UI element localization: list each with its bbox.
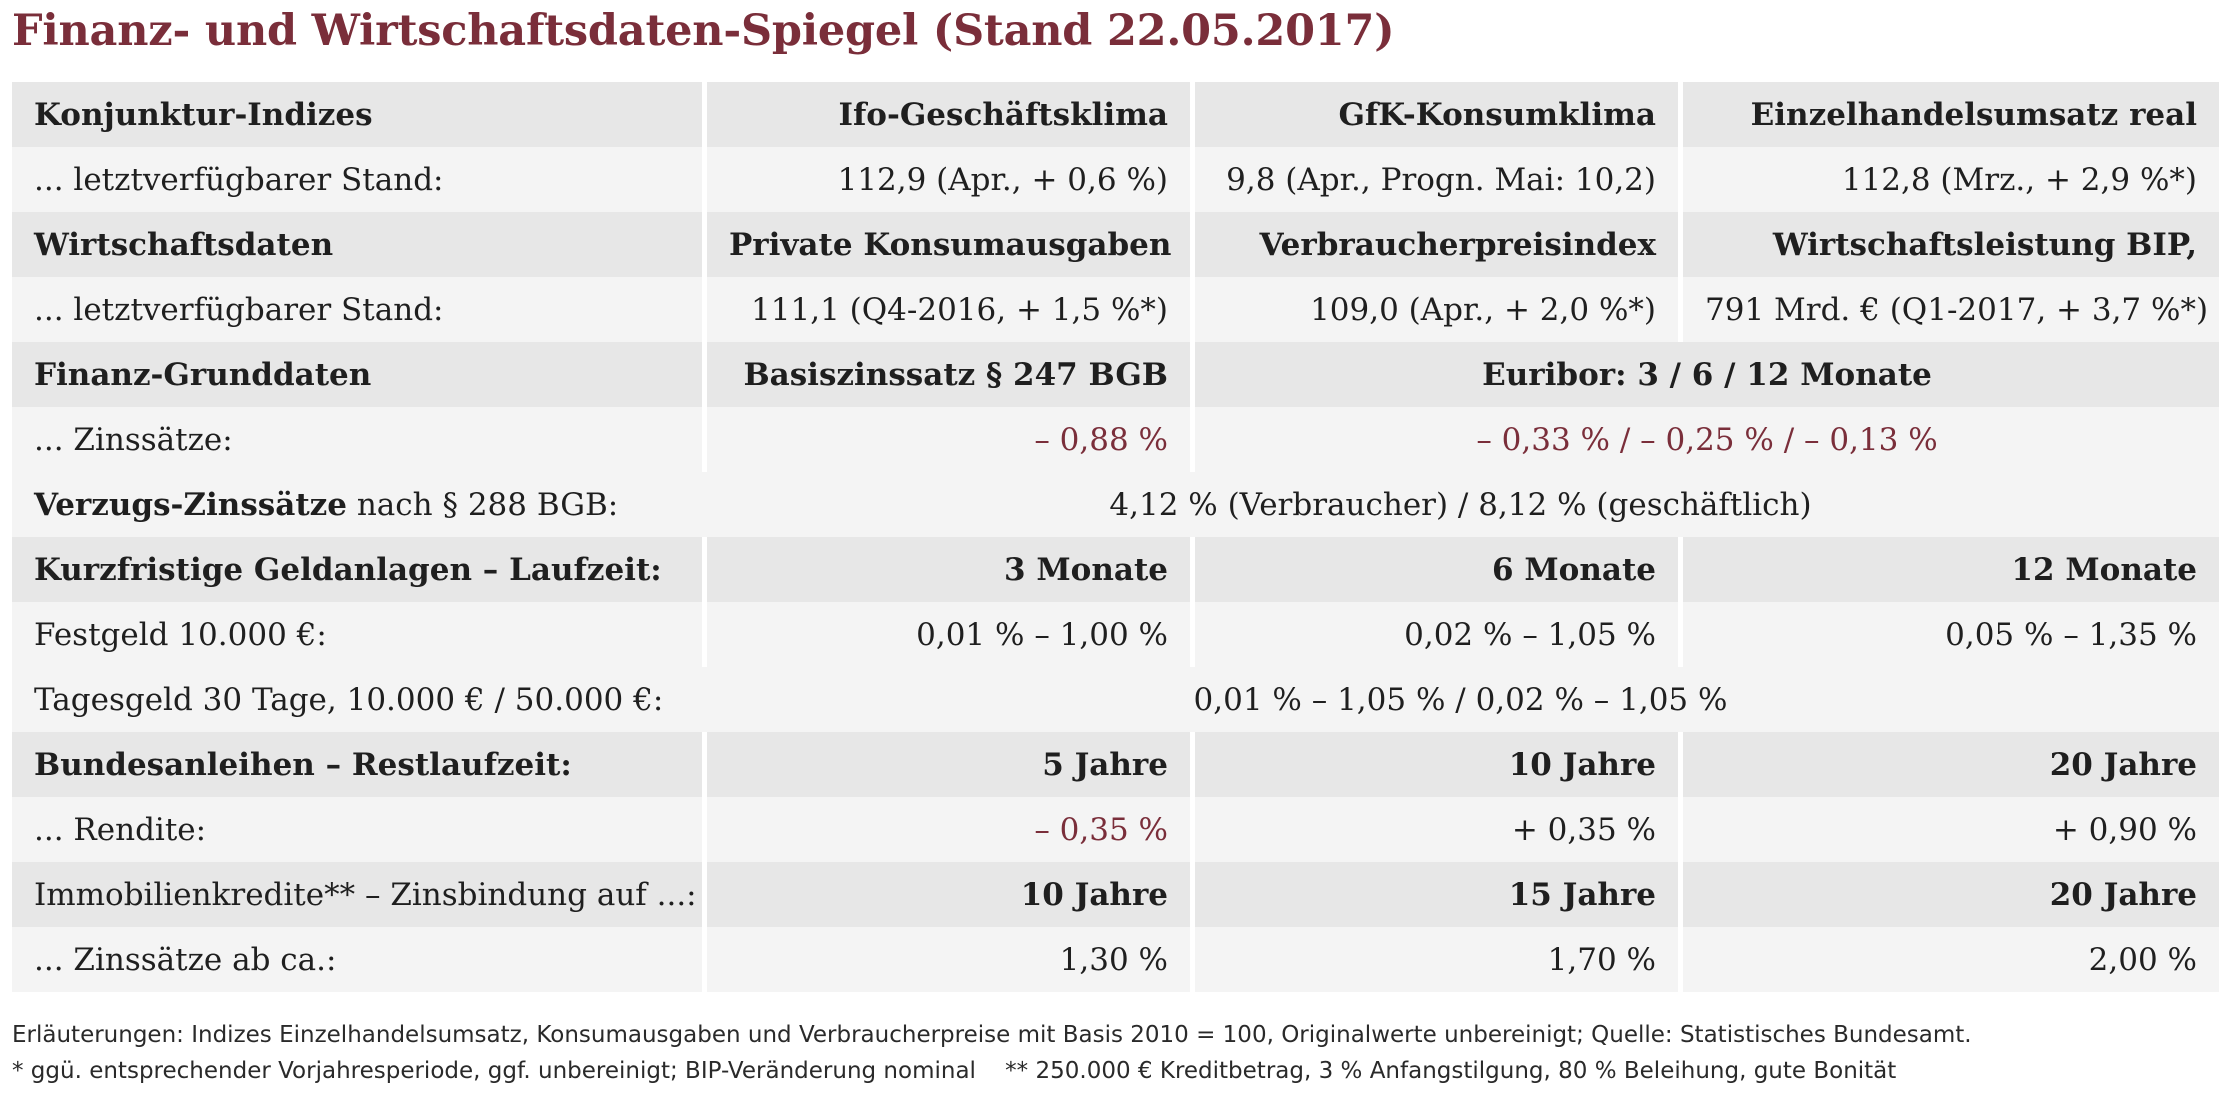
- table-row: Verzugs-Zinssätze nach § 288 BGB: 4,12 %…: [12, 472, 2219, 537]
- section-header: Konjunktur-Indizes: [12, 82, 702, 147]
- table-cell: 0,01 % – 1,05 % / 0,02 % – 1,05 %: [702, 667, 2219, 732]
- section-header: Finanz-Grunddaten: [12, 342, 702, 407]
- table-cell: + 0,90 %: [1678, 797, 2219, 862]
- table-row: Bundesanleihen – Restlaufzeit: 5 Jahre 1…: [12, 732, 2219, 797]
- table-row: ... Zinssätze ab ca.: 1,30 % 1,70 % 2,00…: [12, 927, 2219, 992]
- column-header: 20 Jahre: [1678, 732, 2219, 797]
- table-row: Tagesgeld 30 Tage, 10.000 € / 50.000 €: …: [12, 667, 2219, 732]
- table-cell: 791 Mrd. € (Q1-2017, + 3,7 %*): [1678, 277, 2219, 342]
- table-row: Finanz-Grunddaten Basiszinssatz § 247 BG…: [12, 342, 2219, 407]
- row-label: ... letztverfügbarer Stand:: [12, 147, 702, 212]
- column-header: Verbraucherpreisindex: [1190, 212, 1678, 277]
- table-cell: 0,01 % – 1,00 %: [702, 602, 1190, 667]
- table-row: ... Zinssätze: – 0,88 % – 0,33 % / – 0,2…: [12, 407, 2219, 472]
- table-cell: 0,05 % – 1,35 %: [1678, 602, 2219, 667]
- column-header: 3 Monate: [702, 537, 1190, 602]
- table-cell: 109,0 (Apr., + 2,0 %*): [1190, 277, 1678, 342]
- section-header: Kurzfristige Geldanlagen – Laufzeit:: [12, 537, 702, 602]
- section-header: Wirtschaftsdaten: [12, 212, 702, 277]
- table-row: Kurzfristige Geldanlagen – Laufzeit: 3 M…: [12, 537, 2219, 602]
- table-cell: 0,02 % – 1,05 %: [1190, 602, 1678, 667]
- row-label: ... letztverfügbarer Stand:: [12, 277, 702, 342]
- table-cell: + 0,35 %: [1190, 797, 1678, 862]
- section-header: Bundesanleihen – Restlaufzeit:: [12, 732, 702, 797]
- column-header: 12 Monate: [1678, 537, 2219, 602]
- row-label: ... Rendite:: [12, 797, 702, 862]
- table-cell: – 0,35 %: [702, 797, 1190, 862]
- column-header: 10 Jahre: [1190, 732, 1678, 797]
- table-row: ... letztverfügbarer Stand: 111,1 (Q4-20…: [12, 277, 2219, 342]
- page-title: Finanz- und Wirtschaftsdaten-Spiegel (St…: [12, 6, 1395, 56]
- row-label: Verzugs-Zinssätze nach § 288 BGB:: [12, 472, 702, 537]
- column-header: Ifo-Geschäftsklima: [702, 82, 1190, 147]
- row-label-rest: nach § 288 BGB:: [346, 486, 619, 523]
- table-cell: 111,1 (Q4-2016, + 1,5 %*): [702, 277, 1190, 342]
- data-table: Konjunktur-Indizes Ifo-Geschäftsklima Gf…: [12, 82, 2219, 992]
- row-label: Tagesgeld 30 Tage, 10.000 € / 50.000 €:: [12, 667, 702, 732]
- table-row: ... Rendite: – 0,35 % + 0,35 % + 0,90 %: [12, 797, 2219, 862]
- table-row: Wirtschaftsdaten Private Konsumausgaben …: [12, 212, 2219, 277]
- row-label: ... Zinssätze:: [12, 407, 702, 472]
- column-header: 20 Jahre: [1678, 862, 2219, 927]
- table-row: ... letztverfügbarer Stand: 112,9 (Apr.,…: [12, 147, 2219, 212]
- table-cell: – 0,88 %: [702, 407, 1190, 472]
- column-header: 5 Jahre: [702, 732, 1190, 797]
- table-cell: 4,12 % (Verbraucher) / 8,12 % (geschäftl…: [702, 472, 2219, 537]
- table-cell: 1,30 %: [702, 927, 1190, 992]
- column-header: Basiszinssatz § 247 BGB: [702, 342, 1190, 407]
- row-label-bold: Verzugs-Zinssätze: [34, 486, 347, 523]
- footnote-asterisks: * ggü. entsprechender Vorjahresperiode, …: [12, 1058, 1897, 1084]
- column-header: 6 Monate: [1190, 537, 1678, 602]
- table-row: Immobilienkredite** – Zinsbindung auf ..…: [12, 862, 2219, 927]
- table-cell: 112,8 (Mrz., + 2,9 %*): [1678, 147, 2219, 212]
- column-header: Einzelhandelsumsatz real: [1678, 82, 2219, 147]
- column-header: 15 Jahre: [1190, 862, 1678, 927]
- column-header: Private Konsumausgaben: [702, 212, 1190, 277]
- footnote-explanations: Erläuterungen: Indizes Einzelhandelsumsa…: [12, 1022, 1972, 1048]
- table-row: Festgeld 10.000 €: 0,01 % – 1,00 % 0,02 …: [12, 602, 2219, 667]
- section-header: Immobilienkredite** – Zinsbindung auf ..…: [12, 862, 702, 927]
- table-cell: 2,00 %: [1678, 927, 2219, 992]
- column-header: 10 Jahre: [702, 862, 1190, 927]
- table-cell: 9,8 (Apr., Progn. Mai: 10,2): [1190, 147, 1678, 212]
- column-header: Euribor: 3 / 6 / 12 Monate: [1190, 342, 2219, 407]
- row-label: Festgeld 10.000 €:: [12, 602, 702, 667]
- row-label: ... Zinssätze ab ca.:: [12, 927, 702, 992]
- table-cell: – 0,33 % / – 0,25 % / – 0,13 %: [1190, 407, 2219, 472]
- column-header: GfK-Konsumklima: [1190, 82, 1678, 147]
- column-header: Wirtschaftsleistung BIP,: [1678, 212, 2219, 277]
- table-row: Konjunktur-Indizes Ifo-Geschäftsklima Gf…: [12, 82, 2219, 147]
- table-cell: 112,9 (Apr., + 0,6 %): [702, 147, 1190, 212]
- table-cell: 1,70 %: [1190, 927, 1678, 992]
